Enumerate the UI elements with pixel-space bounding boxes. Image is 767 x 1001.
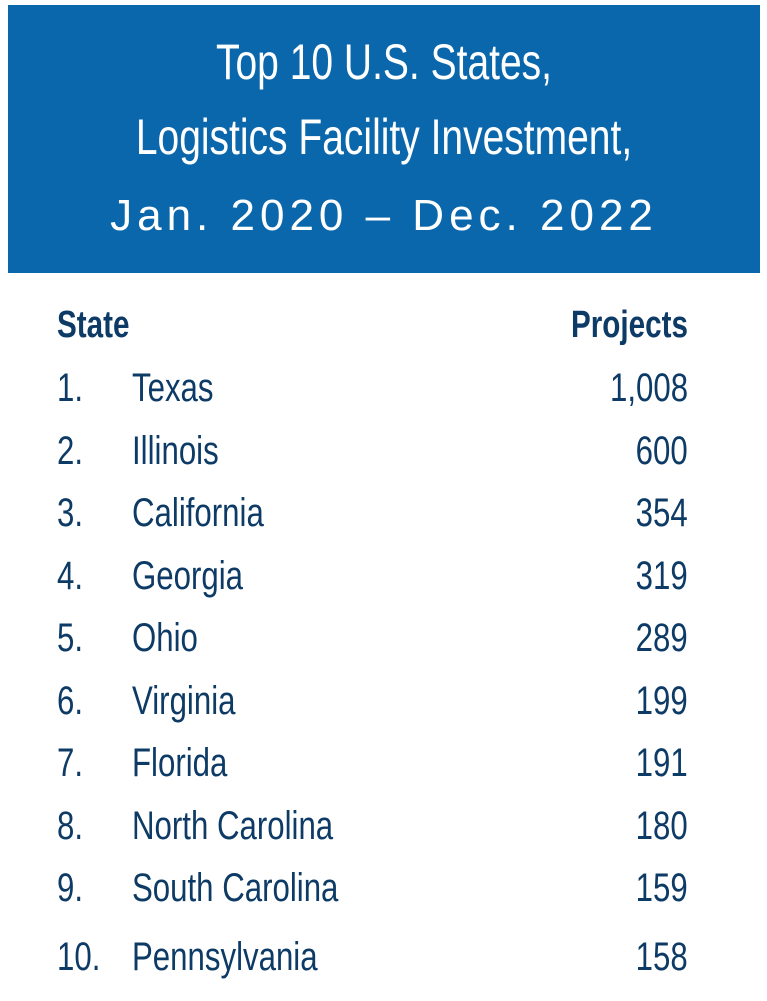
state-name-cell: California [132,491,264,535]
column-header-state: State [57,304,130,346]
rank-cell: 8. [57,803,84,848]
rank-cell: 4. [57,553,84,598]
table-row: 4. Georgia 319 [0,551,767,601]
state-name-cell: South Carolina [132,866,339,910]
table-row: 9. South Carolina 159 [0,863,767,913]
table-row: 3. California 354 [0,488,767,538]
title-banner: Top 10 U.S. States, Logistics Facility I… [8,5,760,273]
table-row: 5. Ohio 289 [0,613,767,663]
state-name-cell: Georgia [132,553,244,598]
rank-cell: 10. [57,934,101,979]
table-row: 1. Texas 1,008 [0,363,767,413]
projects-value-cell: 191 [635,741,688,785]
table-row: 7. Florida 191 [0,738,767,788]
projects-value-cell: 158 [635,934,688,979]
column-header-projects: Projects [571,304,688,346]
state-name-cell: North Carolina [132,803,334,848]
state-name-cell: Virginia [132,678,236,723]
projects-value-cell: 289 [635,616,688,660]
state-name-cell: Ohio [132,616,198,660]
rank-cell: 3. [57,491,84,535]
rank-cell: 1. [57,366,84,410]
rank-cell: 6. [57,678,84,723]
chart-title-line-2: Logistics Facility Investment, [135,109,633,165]
rank-cell: 2. [57,428,84,473]
table-row: 2. Illinois 600 [0,426,767,476]
rank-cell: 7. [57,741,84,785]
projects-value-cell: 1,008 [609,366,688,410]
projects-value-cell: 180 [635,803,688,848]
projects-value-cell: 354 [635,491,688,535]
projects-value-cell: 199 [635,678,688,723]
state-name-cell: Pennsylvania [132,934,318,979]
projects-value-cell: 319 [635,553,688,598]
chart-title-line-1: Top 10 U.S. States, [215,34,553,90]
projects-value-cell: 159 [635,866,688,910]
chart-subtitle-date-range: Jan. 2020 – Dec. 2022 [110,191,658,240]
state-name-cell: Texas [132,366,214,410]
state-name-cell: Florida [132,741,228,785]
rank-cell: 9. [57,866,84,910]
rank-cell: 5. [57,616,84,660]
state-name-cell: Illinois [132,428,219,473]
table-row: 6. Virginia 199 [0,676,767,726]
table-row: 10. Pennsylvania 158 [0,932,767,982]
table-row: 8. North Carolina 180 [0,801,767,851]
projects-value-cell: 600 [635,428,688,473]
